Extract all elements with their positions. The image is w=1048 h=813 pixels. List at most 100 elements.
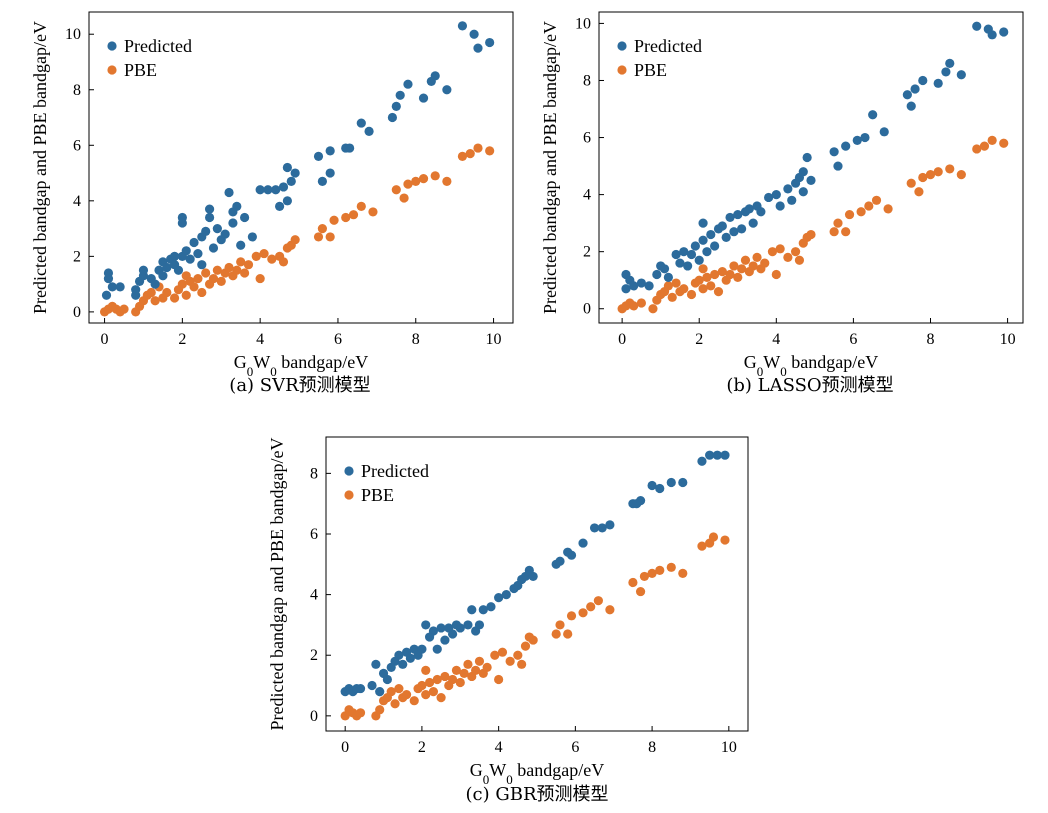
pbe-point [317,223,327,234]
y-axis-label: Predicted bandgap and PBE bandgap/eV [540,21,560,314]
pbe-point [463,659,473,669]
predicted-point [204,204,215,214]
pbe-point [391,185,401,195]
pbe-point [189,282,199,292]
pbe-point [193,273,203,284]
pbe-point [119,304,129,314]
pbe-point [216,276,226,286]
x-label-subscript: 0 [506,772,513,787]
predicted-point [675,258,685,268]
pbe-point [150,296,160,306]
pbe-point [563,629,573,639]
pbe-point [473,143,483,153]
pbe-point [399,193,409,203]
predicted-point [698,218,708,228]
y-tick-label: 0 [73,304,81,321]
y-axis-label: Predicted bandgap and PBE bandgap/eV [30,21,50,314]
legend-predicted-marker [107,41,117,51]
predicted-point [317,176,327,186]
pbe-point [290,235,300,245]
pbe-point [717,267,727,277]
pbe-point [956,170,966,180]
pbe-point [341,212,351,223]
predicted-point [829,147,839,157]
subplot-caption: (b) LASSO预测模型 [726,375,893,396]
pbe-point [636,298,647,308]
pbe-point [517,659,527,669]
pbe-point [806,229,816,240]
predicted-point [705,450,715,460]
x-tick-label: 0 [101,331,109,348]
predicted-point [391,101,401,112]
legend-predicted-marker [617,41,627,51]
pbe-point [201,268,211,278]
pbe-point [356,201,366,211]
predicted-point [185,254,195,264]
predicted-point [659,264,670,274]
predicted-point [181,246,191,256]
x-label-text: W [253,352,270,372]
predicted-point [158,271,168,281]
x-tick-label: 2 [695,331,703,348]
predicted-point [733,209,743,220]
predicted-point [455,623,465,633]
pbe-point [325,232,335,242]
predicted-point [263,185,273,195]
predicted-point [430,71,440,81]
predicted-point [313,151,324,161]
predicted-point [204,212,215,223]
predicted-point [478,605,488,615]
pbe-point [702,272,712,282]
pbe-point [555,620,565,630]
legend-pbe-marker [107,65,117,75]
predicted-point [247,232,257,242]
predicted-point [683,261,693,271]
pbe-point [629,301,639,311]
predicted-point [232,201,242,211]
x-tick-label: 8 [412,331,420,348]
pbe-point [236,257,246,267]
x-label-subscript: 0 [780,364,787,379]
predicted-point [169,251,180,261]
pbe-point [783,252,793,262]
legend-predicted-label: Predicted [634,36,702,56]
predicted-point [678,477,688,488]
predicted-point [710,241,720,251]
predicted-point [473,43,483,53]
predicted-point [644,281,654,291]
pbe-point [520,641,531,651]
pbe-point [864,201,874,211]
predicted-point [394,650,404,660]
x-label-text: W [763,352,780,372]
predicted-point [173,265,184,275]
pbe-point [485,146,495,156]
pbe-point [551,629,561,639]
pbe-point [232,265,242,275]
predicted-point [201,226,211,236]
pbe-point [593,596,603,606]
pbe-point [212,265,222,275]
predicted-point [918,75,928,86]
predicted-point [702,247,712,257]
pbe-point [411,176,421,186]
predicted-point [629,281,639,291]
y-tick-label: 4 [310,587,318,604]
pbe-point [239,268,250,278]
predicted-point [325,168,335,178]
predicted-point [636,278,647,288]
pbe-point [394,683,404,694]
x-tick-label: 10 [1000,331,1016,348]
x-label-subscript: 0 [757,364,764,379]
pbe-point [455,677,465,688]
x-tick-label: 8 [648,739,656,756]
x-label-text: bandgap/eV [513,760,604,780]
y-tick-label: 0 [583,301,591,318]
predicted-point [764,192,774,203]
pbe-point [418,174,429,184]
pbe-point [417,680,427,691]
pbe-point [856,207,866,217]
pbe-point [666,562,676,572]
plot-frame [325,436,749,732]
